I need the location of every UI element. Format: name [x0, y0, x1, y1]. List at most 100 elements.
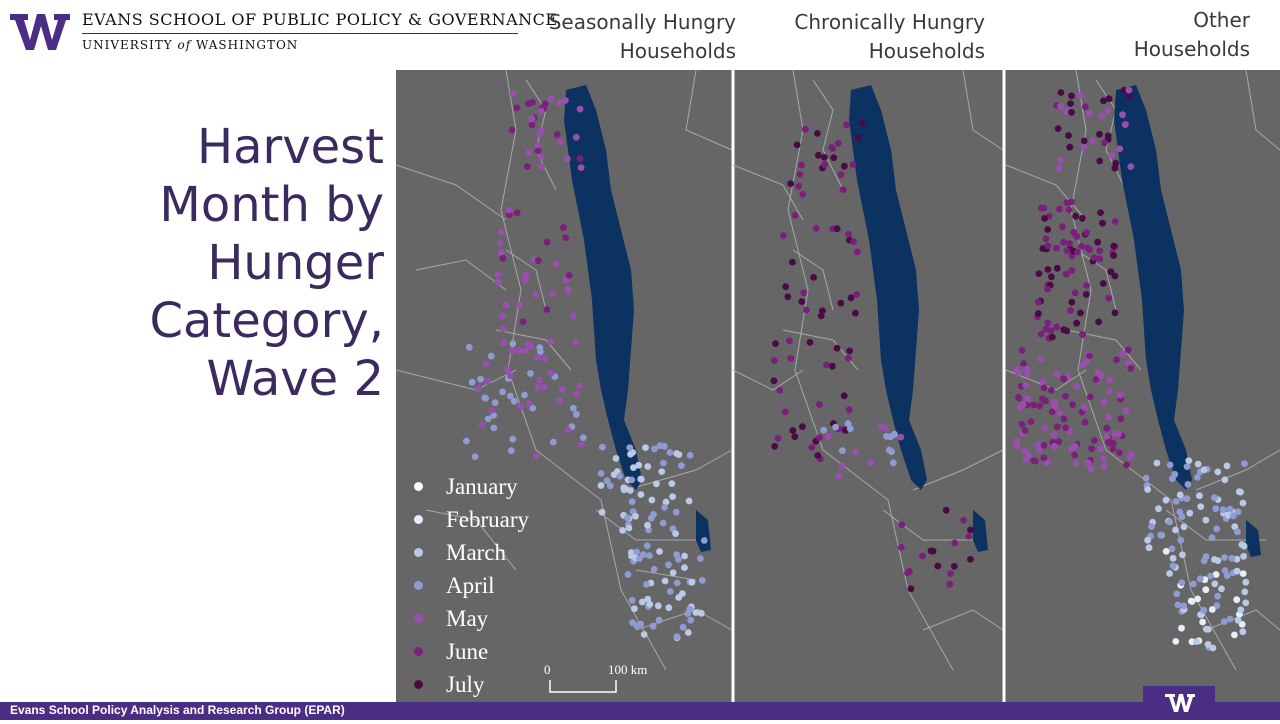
- legend-swatch: [414, 614, 423, 623]
- household-dot: [649, 622, 657, 630]
- household-dot: [565, 272, 573, 279]
- household-dot: [1234, 617, 1242, 624]
- household-dot: [1084, 459, 1092, 467]
- household-dot: [771, 442, 779, 450]
- household-dot: [495, 278, 502, 286]
- household-dot: [1214, 557, 1222, 564]
- household-dot: [1044, 242, 1052, 250]
- household-dot: [1097, 372, 1105, 380]
- household-dot: [509, 90, 517, 98]
- household-dot: [1204, 641, 1212, 648]
- household-dot: [556, 396, 564, 404]
- legend-swatch: [414, 515, 423, 524]
- household-dot: [646, 552, 653, 559]
- household-dot: [638, 598, 646, 606]
- household-dot: [852, 309, 859, 317]
- household-dot: [513, 104, 521, 112]
- household-dot: [1024, 395, 1031, 402]
- household-dot: [650, 565, 658, 573]
- household-dot: [897, 544, 905, 551]
- household-dot: [597, 482, 605, 489]
- household-dot: [1034, 298, 1042, 306]
- household-dot: [522, 271, 530, 279]
- household-dot: [842, 121, 850, 129]
- household-dot: [846, 425, 854, 433]
- household-dot: [572, 338, 579, 346]
- legend-swatch: [414, 581, 423, 590]
- household-dot: [541, 355, 549, 362]
- household-dot: [1233, 567, 1241, 575]
- household-dot: [558, 386, 566, 393]
- household-dots: [463, 86, 1250, 652]
- household-dot: [563, 155, 571, 163]
- household-dot: [946, 580, 954, 588]
- household-dot: [1241, 588, 1249, 596]
- household-dot: [1114, 430, 1122, 438]
- household-dot: [498, 229, 505, 236]
- household-dot: [1142, 474, 1150, 482]
- household-dot: [499, 325, 507, 333]
- household-dot: [1014, 369, 1022, 377]
- household-dot: [817, 312, 825, 320]
- household-dot: [1117, 415, 1125, 423]
- household-dot: [950, 563, 958, 570]
- household-dot: [1080, 143, 1088, 151]
- household-dot: [1155, 505, 1162, 513]
- household-dot: [655, 616, 663, 624]
- household-dot: [1208, 606, 1216, 613]
- household-dot: [1083, 282, 1090, 289]
- household-dot: [1125, 86, 1133, 94]
- column-label-seasonally-hungry: Seasonally Hungry Households: [548, 10, 736, 63]
- household-dot: [1082, 103, 1089, 111]
- household-dot: [557, 138, 564, 146]
- household-dot: [1226, 615, 1234, 623]
- household-dot: [795, 182, 803, 190]
- household-dot: [1021, 447, 1029, 455]
- household-dot: [1240, 542, 1248, 550]
- household-dot: [527, 342, 535, 350]
- household-dot: [1057, 89, 1065, 96]
- household-dot: [660, 459, 667, 467]
- household-dot: [529, 98, 536, 106]
- household-dot: [1172, 526, 1179, 534]
- household-dot: [573, 390, 581, 398]
- household-dot: [1066, 143, 1074, 151]
- household-dot: [636, 555, 643, 562]
- household-dot: [687, 616, 695, 624]
- household-dot: [684, 610, 692, 617]
- household-dot: [1199, 618, 1206, 626]
- household-dot: [509, 435, 517, 443]
- household-dot: [1079, 214, 1086, 222]
- household-dot: [1106, 377, 1114, 384]
- household-dot: [1237, 606, 1245, 614]
- household-dot: [1231, 523, 1239, 531]
- household-dot: [505, 206, 513, 214]
- household-dot: [844, 354, 852, 362]
- household-dot: [684, 629, 692, 636]
- household-dot: [1166, 518, 1174, 526]
- household-dot: [1037, 330, 1045, 338]
- map-panel-chronically-hungry: [732, 70, 1004, 671]
- household-dot: [1080, 137, 1088, 145]
- household-dot: [784, 293, 792, 301]
- household-dot: [834, 139, 842, 147]
- household-dot: [510, 397, 518, 405]
- household-dot: [627, 450, 634, 458]
- household-dot: [1071, 451, 1078, 459]
- household-dot: [673, 450, 681, 457]
- household-dot: [678, 462, 685, 469]
- household-dot: [681, 552, 688, 560]
- household-dot: [1087, 465, 1095, 473]
- household-dot: [644, 521, 651, 529]
- household-dot: [770, 357, 778, 364]
- household-dot: [854, 134, 862, 142]
- household-dot: [1030, 401, 1037, 409]
- household-dot: [798, 161, 805, 169]
- household-dot: [789, 427, 797, 434]
- household-dot: [888, 448, 895, 456]
- household-dot: [625, 524, 633, 532]
- household-dot: [1105, 413, 1113, 421]
- household-dot: [780, 232, 787, 239]
- household-dot: [562, 97, 569, 104]
- household-dot: [1105, 95, 1113, 103]
